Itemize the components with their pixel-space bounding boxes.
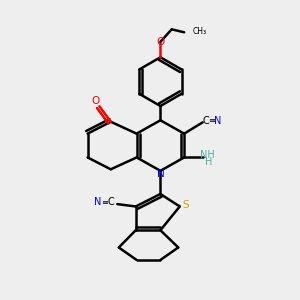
Text: C: C xyxy=(202,116,209,126)
Text: C: C xyxy=(108,197,114,207)
Text: O: O xyxy=(91,96,99,106)
Text: CH₃: CH₃ xyxy=(192,27,206,36)
Text: NH: NH xyxy=(200,150,215,160)
Text: N: N xyxy=(214,116,222,126)
Text: S: S xyxy=(182,200,189,210)
Text: ≡: ≡ xyxy=(208,116,216,125)
Text: N: N xyxy=(94,197,102,207)
Text: H: H xyxy=(206,157,213,166)
Text: N: N xyxy=(157,169,165,179)
Text: ≡: ≡ xyxy=(101,198,108,207)
Text: O: O xyxy=(156,37,164,47)
